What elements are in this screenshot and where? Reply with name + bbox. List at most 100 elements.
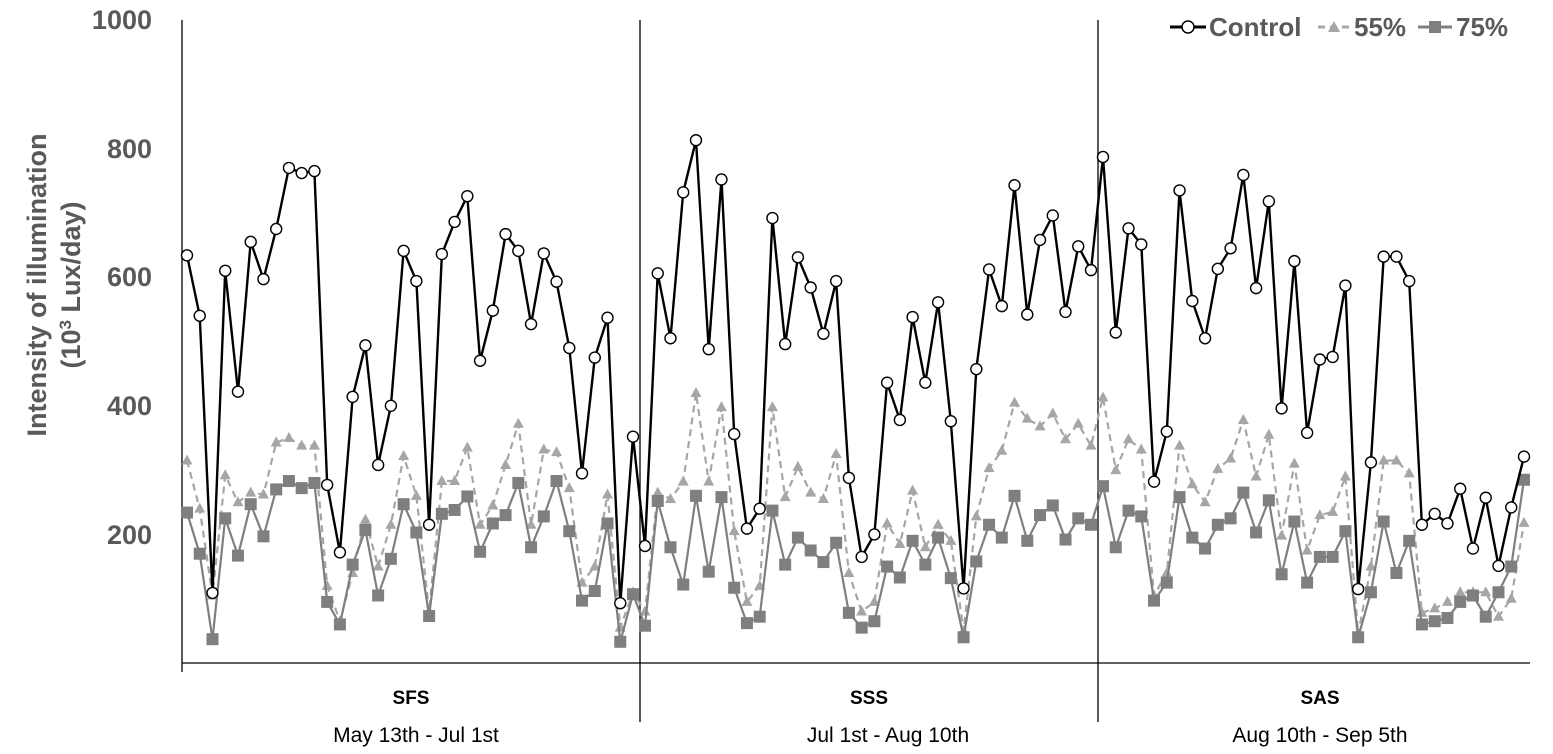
data-point-square bbox=[308, 476, 321, 489]
legend-label-75: 75% bbox=[1456, 12, 1508, 42]
data-point-circle bbox=[1109, 326, 1122, 339]
data-point-square bbox=[1390, 566, 1403, 579]
data-point-square bbox=[1301, 576, 1314, 589]
data-point-circle bbox=[1084, 263, 1098, 277]
data-point-square bbox=[1505, 560, 1518, 573]
data-point-square bbox=[932, 531, 945, 544]
data-point-triangle bbox=[500, 458, 512, 469]
data-point-circle bbox=[1492, 559, 1505, 573]
data-point-square bbox=[740, 617, 753, 630]
data-point-square bbox=[1339, 525, 1352, 538]
data-point-triangle bbox=[932, 518, 944, 529]
data-point-circle bbox=[563, 341, 576, 355]
data-point-triangle bbox=[1263, 428, 1275, 439]
data-point-triangle bbox=[321, 579, 333, 590]
data-point-triangle bbox=[983, 462, 995, 473]
data-point-circle bbox=[499, 227, 512, 241]
series-layer bbox=[180, 134, 1531, 648]
legend: Control 55% 75% bbox=[1170, 12, 1508, 42]
data-point-square bbox=[181, 506, 193, 519]
data-point-square bbox=[219, 512, 232, 525]
data-point-circle bbox=[982, 263, 996, 276]
data-point-square bbox=[1046, 499, 1059, 512]
data-point-circle bbox=[422, 518, 436, 531]
data-point-circle bbox=[778, 337, 792, 351]
data-point-circle bbox=[384, 399, 398, 412]
data-point-circle bbox=[1249, 281, 1263, 295]
data-point-triangle bbox=[779, 491, 791, 502]
data-point-circle bbox=[906, 310, 919, 324]
data-point-square bbox=[664, 541, 677, 554]
data-point-triangle bbox=[881, 517, 893, 528]
data-point-square bbox=[270, 483, 283, 496]
data-point-triangle bbox=[1480, 586, 1492, 597]
data-point-circle bbox=[614, 597, 627, 610]
data-point-triangle bbox=[1378, 454, 1390, 465]
data-point-square bbox=[435, 507, 448, 520]
data-point-circle bbox=[219, 264, 232, 277]
data-point-square bbox=[1160, 576, 1173, 589]
data-point-triangle bbox=[232, 496, 244, 507]
data-point-circle bbox=[1505, 501, 1518, 514]
data-point-triangle bbox=[1225, 452, 1237, 463]
data-point-circle bbox=[512, 244, 525, 258]
data-point-triangle bbox=[703, 475, 715, 486]
data-point-circle bbox=[1402, 274, 1416, 288]
data-point-circle bbox=[957, 582, 970, 595]
data-point-circle bbox=[435, 247, 449, 261]
series-line bbox=[185, 139, 1526, 604]
data-point-square bbox=[627, 588, 639, 601]
data-point-triangle bbox=[1237, 413, 1249, 424]
data-point-triangle bbox=[589, 560, 601, 571]
data-point-circle bbox=[715, 173, 728, 186]
data-point-square bbox=[1072, 512, 1085, 525]
data-point-square bbox=[588, 584, 601, 597]
data-point-circle bbox=[829, 274, 843, 288]
data-point-triangle bbox=[219, 469, 231, 480]
data-point-square bbox=[563, 525, 576, 538]
data-point-triangle bbox=[1009, 396, 1021, 407]
data-point-square bbox=[766, 504, 779, 517]
data-point-triangle bbox=[512, 417, 524, 428]
data-point-square bbox=[1237, 486, 1250, 499]
data-point-circle bbox=[689, 134, 703, 147]
data-point-circle bbox=[371, 458, 385, 472]
data-point-square bbox=[677, 578, 690, 591]
data-point-circle bbox=[1224, 242, 1237, 255]
data-point-circle bbox=[1428, 507, 1441, 521]
data-point-square bbox=[321, 595, 334, 608]
data-point-square bbox=[1021, 534, 1034, 547]
data-point-circle bbox=[664, 332, 677, 345]
data-point-circle bbox=[359, 339, 372, 352]
data-point-triangle bbox=[461, 441, 473, 452]
data-point-triangle bbox=[245, 486, 257, 497]
data-point-square bbox=[1352, 631, 1365, 644]
data-point-triangle bbox=[602, 488, 614, 499]
data-point-triangle bbox=[308, 439, 320, 450]
data-point-circle bbox=[702, 343, 715, 356]
data-point-circle bbox=[180, 249, 194, 262]
legend-marker-circle bbox=[1181, 20, 1195, 34]
data-point-triangle bbox=[715, 401, 727, 412]
y-tick-label: 400 bbox=[107, 391, 152, 421]
data-point-square bbox=[1173, 491, 1186, 504]
data-point-triangle bbox=[1060, 433, 1072, 444]
data-point-circle bbox=[537, 247, 550, 260]
data-point-triangle bbox=[1441, 595, 1453, 606]
period-dates-sss: Jul 1st - Aug 10th bbox=[807, 724, 969, 747]
data-point-circle bbox=[1288, 254, 1301, 268]
data-point-square bbox=[1466, 589, 1479, 602]
data-point-triangle bbox=[1199, 496, 1211, 507]
data-point-triangle bbox=[805, 486, 817, 497]
data-point-triangle bbox=[1072, 417, 1084, 428]
data-point-circle bbox=[1300, 426, 1314, 440]
data-point-circle bbox=[893, 413, 907, 427]
data-point-square bbox=[1122, 504, 1135, 517]
period-code-sas: SAS bbox=[1300, 688, 1339, 709]
data-point-square bbox=[1364, 586, 1377, 599]
data-point-circle bbox=[410, 274, 423, 288]
data-point-square bbox=[804, 544, 817, 557]
data-point-circle bbox=[575, 467, 589, 480]
data-point-circle bbox=[308, 164, 321, 178]
